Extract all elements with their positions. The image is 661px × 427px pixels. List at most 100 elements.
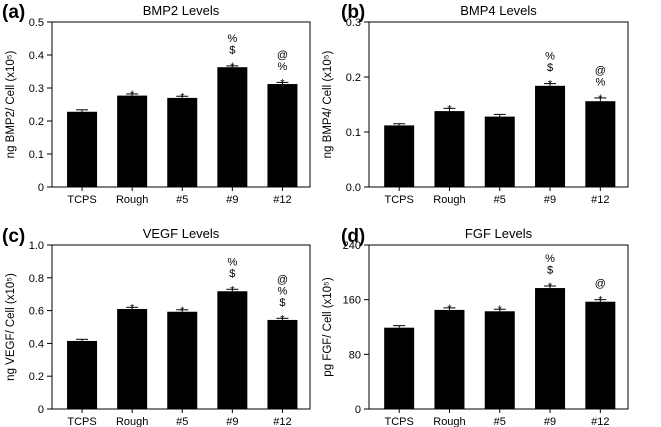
significance-label: $ [229, 268, 235, 280]
y-tick-label: 0.2 [346, 72, 361, 84]
bar [67, 111, 98, 187]
bar [217, 67, 248, 187]
bar [67, 340, 98, 409]
panel-letter: (c) [2, 226, 25, 247]
significance-label: $ [547, 62, 553, 74]
y-tick-label: 0.5 [29, 17, 44, 29]
y-tick-label: 0.1 [29, 149, 44, 161]
y-tick-label: 0 [38, 182, 44, 194]
significance-label: % [227, 33, 237, 45]
plot-frame [51, 21, 311, 188]
y-tick-label: 0.3 [29, 83, 44, 95]
x-tick-label: #9 [544, 416, 556, 427]
y-tick-label: 0.1 [346, 127, 361, 139]
x-tick-label: TCPS [385, 416, 414, 427]
y-tick-label: 0 [38, 404, 44, 416]
panel-letter: (d) [341, 226, 365, 247]
x-tick-label: #12 [591, 194, 609, 206]
significance-label: % [595, 76, 605, 88]
x-tick-label: Rough [433, 416, 465, 427]
y-tick-label: 0.8 [29, 273, 44, 285]
x-tick-label: #12 [273, 194, 291, 206]
y-tick-label: 240 [343, 240, 361, 252]
chart-panel-3: (c) VEGF Levels ng VEGF/ Cell (x10⁵) 0 0.2 0.… [2, 226, 311, 427]
y-axis-label: ng VEGF/ Cell (x10⁵) [5, 273, 17, 381]
significance-label: * [447, 103, 452, 115]
significance-label: * [598, 93, 603, 105]
significance-label: * [598, 295, 603, 307]
x-tick-label: #9 [226, 194, 238, 206]
y-tick-label: 160 [343, 295, 361, 307]
bar [535, 85, 566, 187]
x-tick-label: TCPS [67, 194, 96, 206]
x-tick-label: #9 [226, 416, 238, 427]
x-tick-label: TCPS [385, 194, 414, 206]
significance-label: % [545, 51, 555, 63]
y-tick-label: 0.2 [29, 371, 44, 383]
chart-panel-4: (d) FGF Levels pg FGF/ Cell (x10⁵) 0 80 160 24… [322, 226, 629, 427]
plot-frame [368, 244, 629, 410]
bar [585, 101, 616, 187]
significance-label: $ [547, 265, 553, 277]
significance-label: * [230, 61, 235, 73]
y-tick-label: 0.6 [29, 306, 44, 318]
panel-letter: (b) [341, 2, 365, 23]
bar [384, 327, 415, 409]
significance-label: * [498, 304, 503, 316]
significance-label: * [548, 79, 553, 91]
bar [167, 311, 198, 409]
x-tick-label: #9 [544, 194, 556, 206]
significance-label: * [280, 77, 285, 89]
bar [267, 319, 298, 409]
significance-label: * [180, 305, 185, 317]
y-tick-label: 0.4 [29, 338, 44, 350]
chart-panel-1: (a) BMP2 Levels ng BMP2/ Cell (x10⁵) 0 0.1 0.… [2, 2, 311, 206]
y-axis-label: ng BMP2/ Cell (x10⁵) [5, 50, 17, 158]
significance-label: @ [277, 49, 288, 61]
significance-label: @ [595, 278, 606, 290]
y-tick-label: 80 [349, 349, 361, 361]
significance-label: * [130, 89, 135, 101]
bar [585, 301, 616, 409]
x-tick-label: #5 [494, 416, 506, 427]
bar [167, 97, 198, 187]
bar [434, 111, 465, 187]
significance-label: % [227, 256, 237, 268]
chart-panel-2: (b) BMP4 Levels ng BMP4/ Cell (x10⁵) 0.0 0.1… [322, 2, 629, 206]
significance-label: $ [229, 44, 235, 56]
x-tick-label: #5 [176, 194, 188, 206]
significance-label: * [280, 313, 285, 325]
plot-frame [51, 244, 311, 410]
panel-letter: (a) [2, 2, 25, 23]
significance-label: % [278, 61, 288, 73]
significance-label: % [278, 285, 288, 297]
bar [384, 125, 415, 187]
bar [484, 116, 515, 187]
y-tick-label: 0.3 [346, 17, 361, 29]
significance-label: * [230, 284, 235, 296]
x-tick-label: #12 [273, 416, 291, 427]
significance-label: $ [279, 297, 285, 309]
y-tick-label: 0.0 [346, 182, 361, 194]
y-tick-label: 1.0 [29, 240, 44, 252]
bar [535, 288, 566, 409]
chart-title: VEGF Levels [143, 226, 220, 241]
x-tick-label: Rough [116, 416, 148, 427]
significance-label: * [447, 303, 452, 315]
x-tick-label: #5 [176, 416, 188, 427]
bar [117, 95, 148, 187]
chart-title: FGF Levels [465, 226, 533, 241]
y-tick-label: 0.2 [29, 116, 44, 128]
significance-label: @ [595, 65, 606, 77]
y-axis-label: ng BMP4/ Cell (x10⁵) [322, 50, 334, 158]
bar [434, 309, 465, 409]
chart-title: BMP2 Levels [143, 3, 220, 18]
significance-label: % [545, 253, 555, 265]
y-tick-label: 0 [355, 404, 361, 416]
bar [217, 291, 248, 409]
significance-label: * [130, 302, 135, 314]
y-axis-label: pg FGF/ Cell (x10⁵) [322, 277, 334, 377]
x-tick-label: Rough [116, 194, 148, 206]
x-tick-label: #12 [591, 416, 609, 427]
